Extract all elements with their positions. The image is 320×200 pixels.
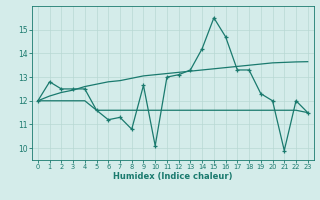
X-axis label: Humidex (Indice chaleur): Humidex (Indice chaleur): [113, 172, 233, 181]
